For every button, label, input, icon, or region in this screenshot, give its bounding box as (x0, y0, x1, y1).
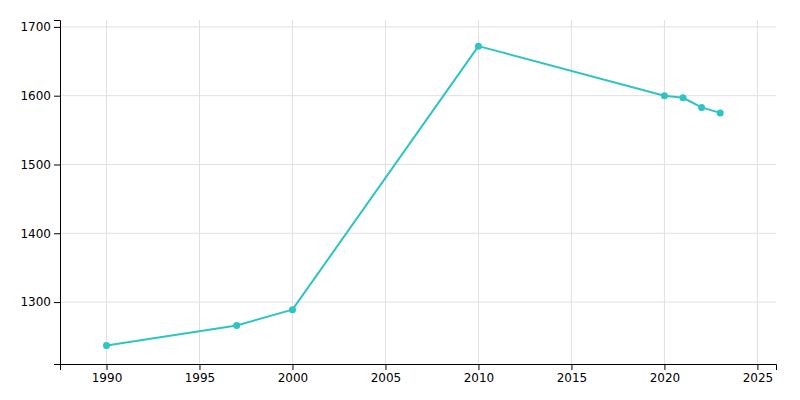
y-tick-label: 1500 (20, 158, 51, 172)
y-tick: 1500 (20, 158, 60, 172)
chart: 1990 1995 2000 2005 2010 2015 2020 2025 1300 1400… (0, 0, 800, 400)
point (717, 109, 724, 116)
x-tick-mark (199, 364, 200, 370)
x-tick: 2020 (650, 364, 681, 385)
x-tick-label: 2010 (464, 371, 495, 385)
point (475, 43, 482, 50)
x-tick-label: 2025 (743, 371, 774, 385)
x-tick: 2025 (743, 364, 774, 385)
x-tick: 2005 (371, 364, 402, 385)
point (289, 306, 296, 313)
x-grid-line (757, 20, 758, 364)
y-tick-mark (54, 96, 60, 97)
y-grid-line (60, 233, 776, 234)
y-tick: 1300 (20, 295, 60, 309)
line (106, 46, 720, 345)
point (698, 104, 705, 111)
grid (60, 20, 776, 364)
x-grid-line (664, 20, 665, 364)
x-tick-label: 2015 (557, 371, 588, 385)
point (233, 322, 240, 329)
y-tick: 1600 (20, 89, 60, 103)
marks (103, 43, 724, 349)
x-tick-mark (664, 364, 665, 370)
x-tick-mark (757, 364, 758, 370)
x-tick: 1990 (92, 364, 123, 385)
y-tick-mark (54, 302, 60, 303)
x-tick-mark (571, 364, 572, 370)
y-tick: 1400 (20, 227, 60, 241)
x-tick-label: 2020 (650, 371, 681, 385)
y-grid-line (60, 164, 776, 165)
x-tick-mark (106, 364, 107, 370)
y-tick-mark (54, 27, 60, 28)
point (103, 342, 110, 349)
x-tick: 2000 (278, 364, 309, 385)
x-axis-line (61, 365, 777, 371)
y-tick-label: 1300 (20, 295, 51, 309)
x-tick-mark (385, 364, 386, 370)
x-tick: 2015 (557, 364, 588, 385)
y-grid-line (60, 26, 776, 27)
x-grid-line (199, 20, 200, 364)
x-grid-line (106, 20, 107, 364)
plot: 1990 1995 2000 2005 2010 2015 2020 2025 1300 1400… (20, 20, 776, 385)
y-grid-line (60, 302, 776, 303)
y-tick-label: 1600 (20, 89, 51, 103)
x-axis: 1990 1995 2000 2005 2010 2015 2020 2025 (61, 364, 777, 385)
x-tick-mark (292, 364, 293, 370)
x-grid-line (385, 20, 386, 364)
y-tick-label: 1400 (20, 227, 51, 241)
y-tick: 1700 (20, 20, 60, 34)
x-grid-line (478, 20, 479, 364)
x-tick-label: 1990 (92, 371, 123, 385)
y-tick-mark (54, 164, 60, 165)
x-tick-mark (478, 364, 479, 370)
y-axis: 1300 1400 1500 1600 1700 (20, 20, 60, 364)
x-tick-label: 2000 (278, 371, 309, 385)
x-tick-label: 2005 (371, 371, 402, 385)
y-tick-mark (54, 233, 60, 234)
point (680, 94, 687, 101)
y-tick-label: 1700 (20, 20, 51, 34)
x-tick: 2010 (464, 364, 495, 385)
x-tick: 1995 (185, 364, 216, 385)
y-axis-line (54, 21, 61, 365)
point (661, 92, 668, 99)
x-tick-label: 1995 (185, 371, 216, 385)
